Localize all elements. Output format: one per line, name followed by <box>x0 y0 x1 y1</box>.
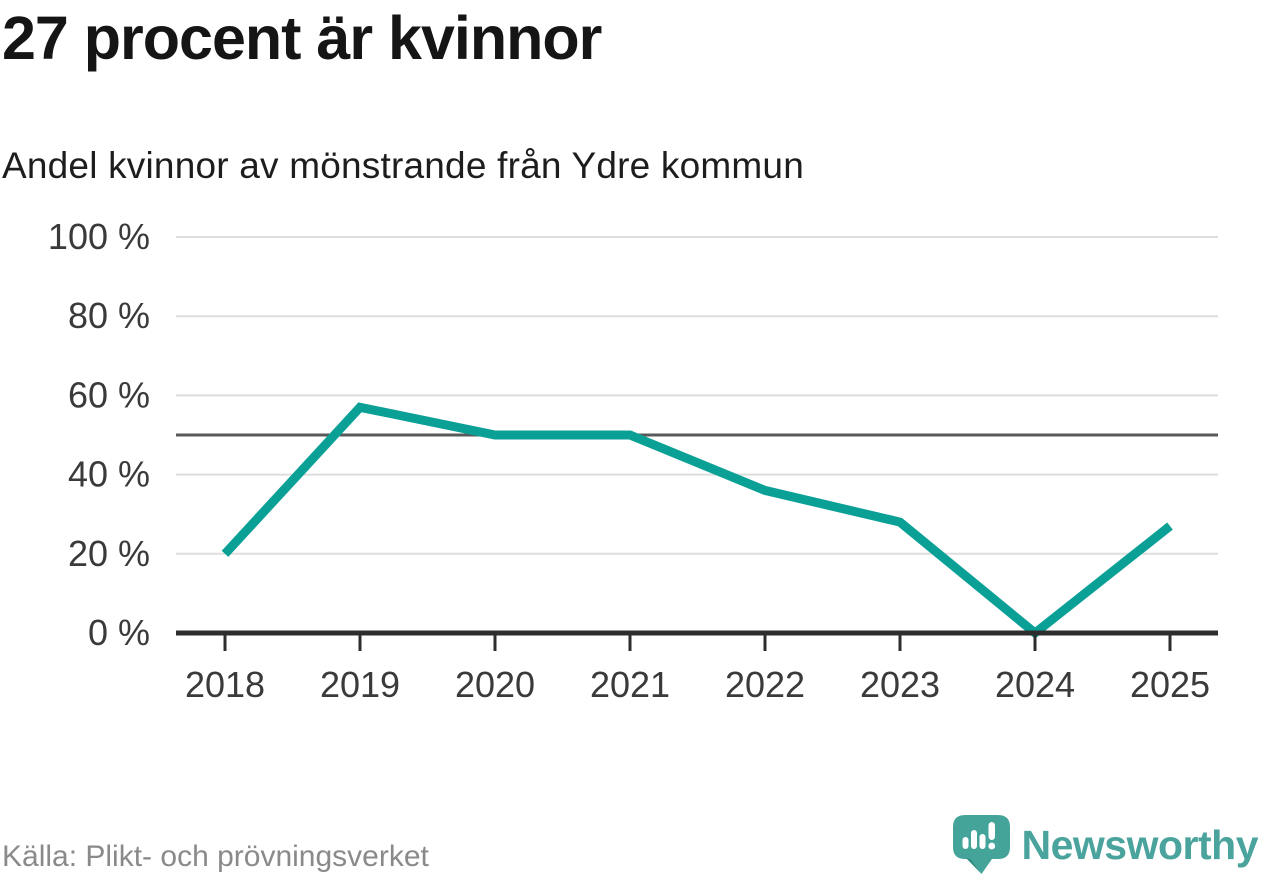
x-tick-label-2020: 2020 <box>455 664 535 705</box>
y-tick-label-40: 40 % <box>68 454 150 495</box>
data-line <box>221 402 1173 639</box>
x-tick-label-2025: 2025 <box>1130 664 1210 705</box>
x-tick-label-2019: 2019 <box>320 664 400 705</box>
line-chart: 0 % 20 % 40 % 60 % 80 % 100 % 2018 2019 2020 2021… <box>48 216 1218 705</box>
x-tick-label-2018: 2018 <box>185 664 265 705</box>
x-tick-label-2024: 2024 <box>995 664 1075 705</box>
x-tick-label-2021: 2021 <box>590 664 670 705</box>
y-tick-label-60: 60 % <box>68 374 150 415</box>
brand-logo: Newsworthy <box>952 815 1259 875</box>
newsworthy-wordmark: Newsworthy <box>1021 821 1259 868</box>
x-tick-label-2022: 2022 <box>725 664 805 705</box>
source-note: Källa: Plikt- och prövningsverket <box>2 840 429 873</box>
x-tick-label-2023: 2023 <box>860 664 940 705</box>
newsworthy-logo-icon <box>952 815 1010 874</box>
chart-subtitle: Andel kvinnor av mönstrande från Ydre ko… <box>2 145 804 186</box>
y-tick-label-80: 80 % <box>68 295 150 336</box>
y-tick-label-0: 0 % <box>88 612 150 653</box>
chart-title: 27 procent är kvinnor <box>2 4 602 72</box>
y-tick-label-20: 20 % <box>68 533 150 574</box>
y-tick-label-100: 100 % <box>48 216 150 257</box>
